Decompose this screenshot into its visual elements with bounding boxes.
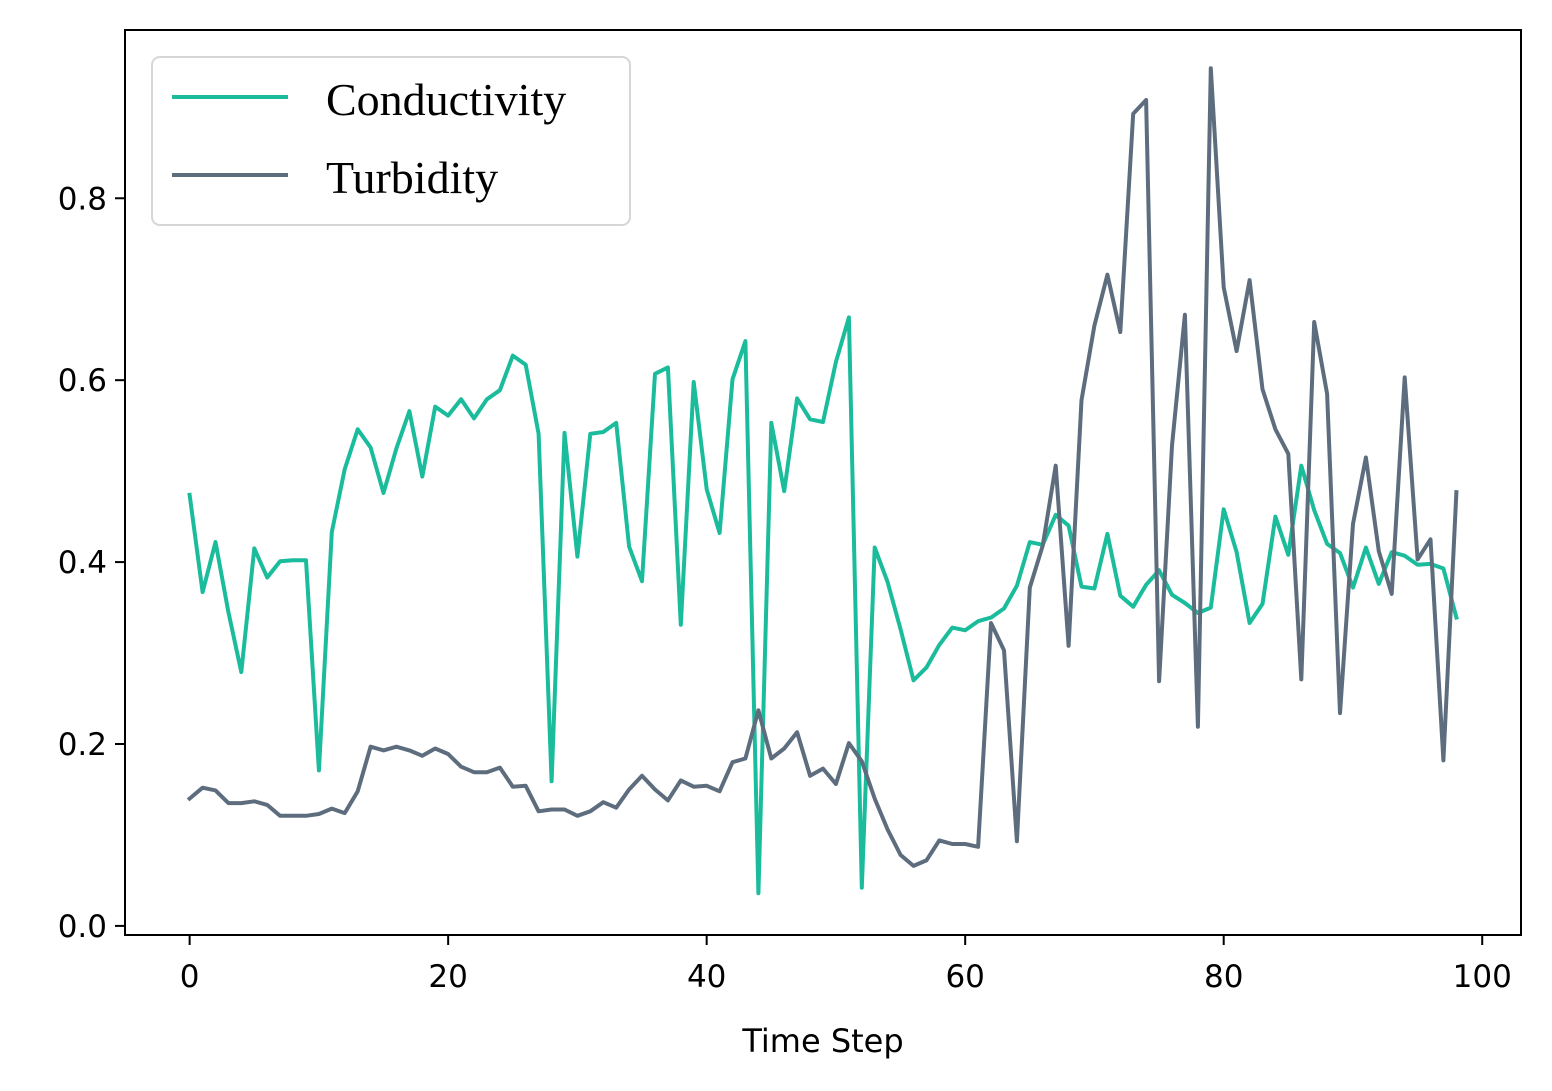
x-tick-label: 0: [180, 959, 200, 995]
x-tick-label: 60: [945, 959, 984, 995]
x-tick-label: 40: [687, 959, 726, 995]
y-tick-label: 0.4: [58, 545, 107, 581]
series-line-turbidity: [186, 66, 1459, 868]
y-tick-label: 0.2: [58, 727, 107, 763]
x-axis: 0 20 40 60 80 100: [180, 935, 1512, 995]
x-tick-label: 20: [428, 959, 467, 995]
plot-area-frame: [124, 29, 1522, 936]
y-axis: 0.0 0.2 0.4 0.6 0.8: [58, 181, 125, 945]
x-tick-label: 100: [1453, 959, 1512, 995]
y-tick-label: 0.8: [58, 181, 107, 217]
series-line-conductivity: [187, 315, 1459, 896]
series-layer: [186, 66, 1459, 896]
legend: Conductivity Turbidity: [151, 56, 631, 226]
y-tick-label: 0.0: [58, 909, 107, 945]
legend-label-turbidity: Turbidity: [326, 152, 498, 203]
legend-label-conductivity: Conductivity: [326, 74, 566, 125]
x-axis-label: Time Step: [741, 1022, 903, 1060]
x-tick-label: 80: [1204, 959, 1243, 995]
y-tick-label: 0.6: [58, 363, 107, 399]
